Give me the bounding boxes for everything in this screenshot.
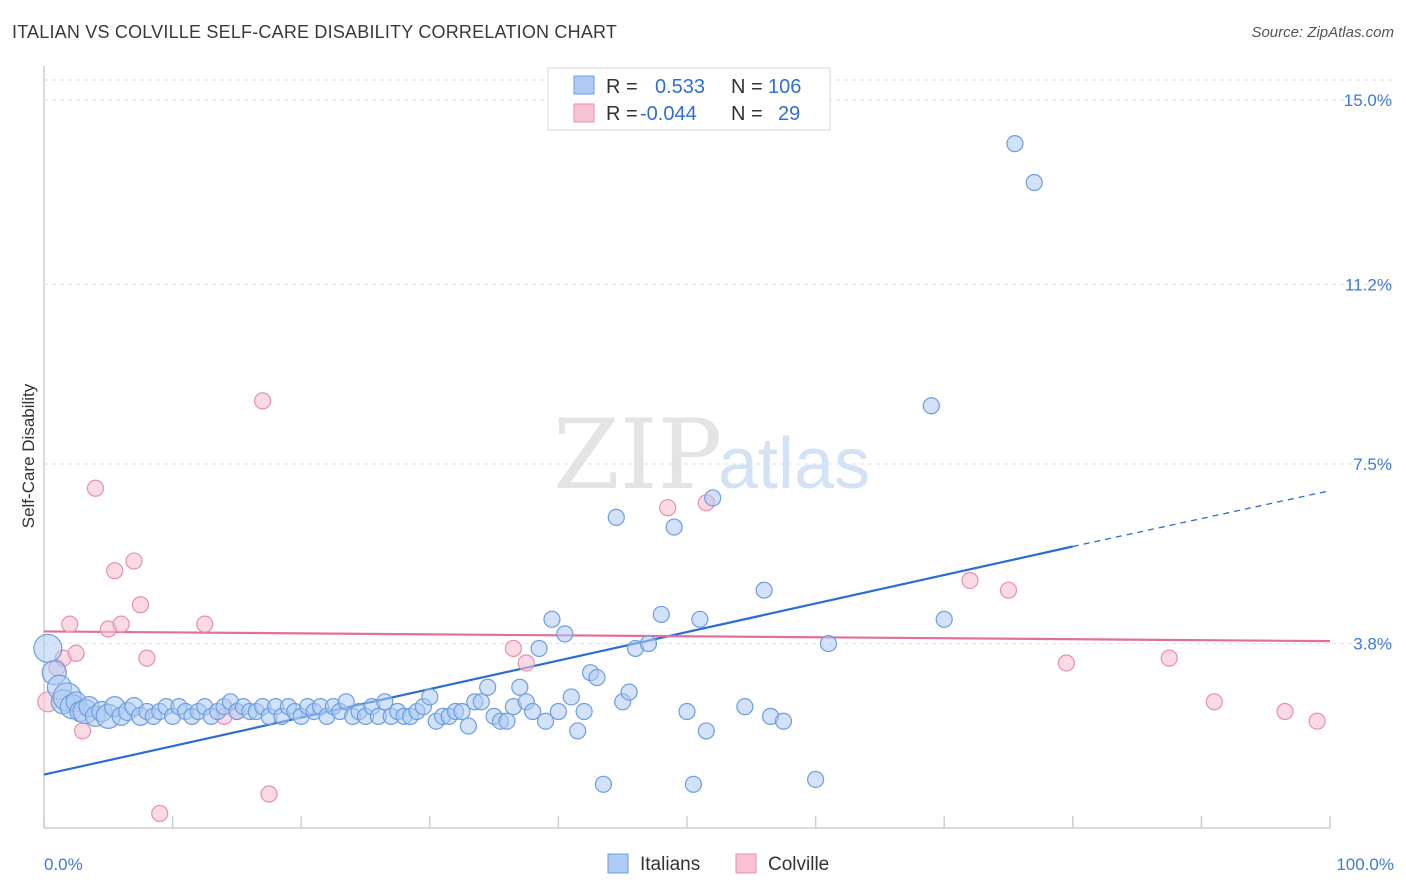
legend-r-label-colville: R = xyxy=(606,103,638,125)
italians-point xyxy=(337,693,355,711)
italians-point xyxy=(594,775,613,793)
colville-point xyxy=(1057,654,1075,672)
italians-point xyxy=(556,625,574,643)
x-axis-ticks xyxy=(43,816,1331,828)
italians-point xyxy=(376,693,394,711)
legend-box xyxy=(547,67,831,131)
colville-point xyxy=(517,654,535,672)
italians-point xyxy=(549,702,568,721)
grid-lines xyxy=(44,79,1394,645)
italians-point xyxy=(684,775,703,793)
colville-point xyxy=(504,639,522,658)
colville-point xyxy=(86,479,105,497)
italians-point xyxy=(472,693,490,711)
colville-point xyxy=(961,571,979,590)
italians-trend-extension xyxy=(1072,490,1331,548)
colville-point xyxy=(1276,702,1294,721)
italians-point xyxy=(691,610,709,628)
bottom-legend-colville: Colville xyxy=(768,854,829,875)
colville-point xyxy=(1160,649,1178,667)
colville-point xyxy=(1308,712,1326,730)
legend-swatch-colville xyxy=(573,103,595,123)
legend-n-label-colville: N = xyxy=(731,103,763,125)
colville-point xyxy=(659,499,677,517)
correlation-legend: R = 0.533 N = 106 R = -0.044 N = 29 xyxy=(547,67,831,131)
italians-points xyxy=(33,135,1043,793)
italians-point xyxy=(678,702,696,721)
legend-swatch-italians xyxy=(573,75,595,95)
italians-point xyxy=(511,678,529,696)
y-axis-tick-labels: 3.8% 7.5% 11.2% 15.0% xyxy=(1344,91,1392,654)
italians-point xyxy=(569,722,587,740)
italians-point xyxy=(1006,135,1024,153)
italians-trend-line xyxy=(43,545,1074,776)
italians-point xyxy=(922,397,940,415)
colville-point xyxy=(999,581,1018,599)
legend-r-value-colville: -0.044 xyxy=(640,103,697,125)
italians-point xyxy=(704,489,722,507)
y-tick-label: 11.2% xyxy=(1345,275,1392,294)
italians-point xyxy=(33,633,63,664)
italians-point xyxy=(536,712,555,730)
y-tick-label: 7.5% xyxy=(1353,455,1392,474)
trend-lines xyxy=(43,490,1331,776)
colville-point xyxy=(112,615,130,633)
italians-point xyxy=(575,702,593,721)
italians-point xyxy=(620,683,638,701)
italians-point xyxy=(819,634,838,653)
italians-point xyxy=(524,702,542,721)
colville-point xyxy=(106,562,124,580)
colville-point xyxy=(125,552,143,570)
bottom-legend-swatch-italians xyxy=(607,853,629,874)
italians-point xyxy=(665,518,683,536)
colville-point xyxy=(260,785,278,803)
x-tick-label-min: 0.0% xyxy=(44,855,83,874)
italians-point xyxy=(774,712,793,730)
colville-point xyxy=(131,596,150,614)
colville-point xyxy=(1205,693,1223,711)
y-tick-label: 3.8% xyxy=(1353,635,1392,654)
italians-point xyxy=(806,770,825,789)
colville-point xyxy=(73,722,92,740)
colville-trend-line xyxy=(43,630,1331,643)
italians-point xyxy=(736,698,754,716)
italians-point xyxy=(459,717,477,735)
colville-point xyxy=(196,615,214,633)
colville-point xyxy=(67,644,85,662)
legend-r-value-italians: 0.533 xyxy=(655,76,705,98)
italians-point xyxy=(755,581,773,599)
italians-point xyxy=(498,712,516,730)
chart-title: ITALIAN VS COLVILLE SELF-CARE DISABILITY… xyxy=(12,22,618,42)
y-axis-label: Self-Care Disability xyxy=(19,383,38,528)
colville-point xyxy=(138,649,156,667)
colville-point xyxy=(61,615,79,633)
italians-point xyxy=(421,688,439,706)
italians-point xyxy=(530,639,548,658)
italians-point xyxy=(697,722,715,740)
watermark-zip: ZIP xyxy=(553,399,722,511)
legend-n-value-colville: 29 xyxy=(778,103,800,125)
italians-point xyxy=(652,605,670,624)
bottom-legend-swatch-colville xyxy=(735,853,757,874)
x-tick-label-max: 100.0% xyxy=(1336,855,1394,874)
italians-point xyxy=(543,610,561,628)
y-tick-label: 15.0% xyxy=(1344,91,1392,110)
legend-n-value-italians: 106 xyxy=(768,76,801,98)
series-legend: Italians Colville xyxy=(607,853,829,875)
italians-point xyxy=(479,678,497,696)
italians-point xyxy=(935,610,953,628)
italians-point xyxy=(562,688,580,706)
italians-point xyxy=(639,634,658,653)
italians-point xyxy=(453,702,471,721)
italians-point xyxy=(588,668,606,687)
italians-point xyxy=(607,508,625,526)
colville-point xyxy=(254,392,272,410)
italians-point xyxy=(1025,173,1043,192)
legend-r-label-italians: R = xyxy=(606,76,638,98)
source-label: Source: ZipAtlas.com xyxy=(1251,24,1394,41)
bottom-legend-italians: Italians xyxy=(640,854,700,875)
legend-n-label-italians: N = xyxy=(731,76,763,98)
colville-point xyxy=(151,804,169,823)
